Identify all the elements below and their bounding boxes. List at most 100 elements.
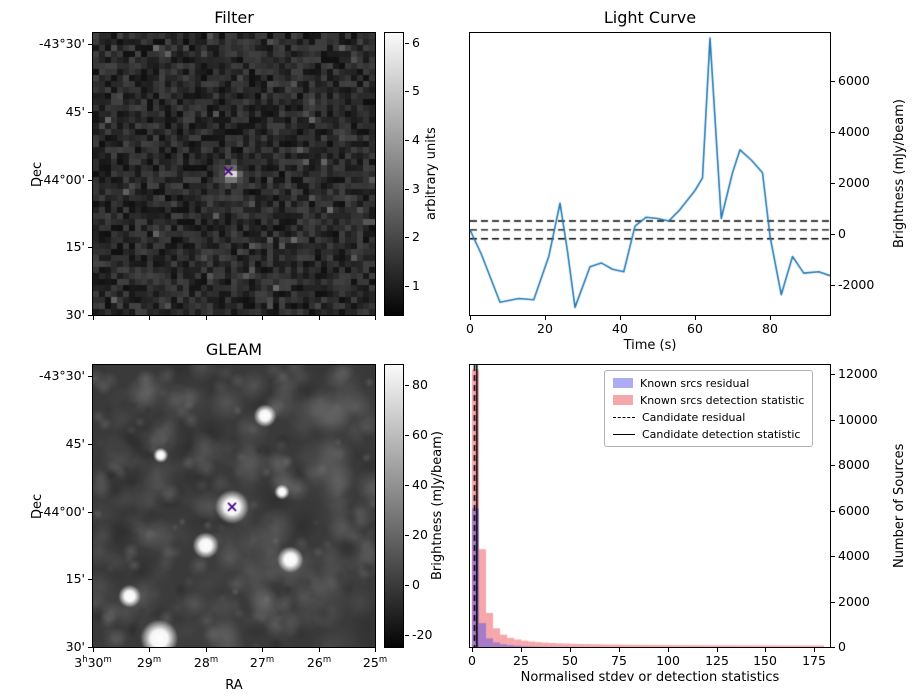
brightness-tick-label: 2000 xyxy=(838,175,870,190)
ra-tick-label: 27m xyxy=(249,655,275,671)
brightness-tick-label: 6000 xyxy=(838,73,870,88)
dec-tick-mark xyxy=(88,315,92,316)
sources-tick-mark xyxy=(831,556,835,557)
stat-tick-label: 0 xyxy=(468,653,476,668)
stat-tick-label: 100 xyxy=(656,653,680,668)
dec-tick-mark xyxy=(88,512,92,513)
stat-tick-label: 25 xyxy=(513,653,529,668)
time-tick-label: 20 xyxy=(537,321,553,336)
dec-tick-label: 30' xyxy=(65,639,85,654)
time-tick-mark xyxy=(470,316,471,320)
dec-tick-label: 30' xyxy=(65,307,85,322)
stat-tick-label: 175 xyxy=(802,653,826,668)
ra-tick-mark xyxy=(206,648,207,652)
legend-label: Known srcs detection statistic xyxy=(640,393,805,407)
gleam-colorbar xyxy=(384,364,404,648)
stat-tick-mark xyxy=(570,648,571,652)
colorbar-tick-label: 1 xyxy=(412,278,420,293)
ra-tick-label: 28m xyxy=(193,655,219,671)
legend-item-known-residual: Known srcs residual xyxy=(613,376,804,390)
gleam-xlabel: RA xyxy=(225,678,243,693)
sources-tick-label: 2000 xyxy=(838,594,870,609)
histogram-xlabel: Normalised stdev or detection statistics xyxy=(520,670,780,685)
ra-tick-mark xyxy=(262,316,263,320)
legend-item-known-detection: Known srcs detection statistic xyxy=(613,393,804,407)
dec-tick-label: 15' xyxy=(65,239,85,254)
stat-tick-mark xyxy=(472,648,473,652)
brightness-tick-mark xyxy=(831,285,835,286)
filter-image xyxy=(93,33,375,315)
sources-tick-mark xyxy=(831,511,835,512)
colorbar-tick-mark xyxy=(405,189,409,190)
brightness-tick-label: 4000 xyxy=(838,124,870,139)
dec-tick-label: 45' xyxy=(65,436,85,451)
colorbar-tick-mark xyxy=(405,43,409,44)
light-curve-xlabel: Time (s) xyxy=(623,338,677,353)
dec-tick-mark xyxy=(88,247,92,248)
ra-tick-mark xyxy=(206,316,207,320)
colorbar-tick-label: 3 xyxy=(412,181,420,196)
light-curve-axes xyxy=(469,32,831,316)
colorbar-tick-mark xyxy=(405,535,409,536)
ra-tick-mark xyxy=(375,648,376,652)
colorbar-tick-mark xyxy=(405,385,409,386)
ra-tick-label: 29m xyxy=(136,655,162,671)
sources-tick-label: 0 xyxy=(838,639,846,654)
gleam-colorbar-label: Brightness (mJy/beam) xyxy=(430,431,445,581)
colorbar-tick-label: 4 xyxy=(412,132,420,147)
ra-tick-label: 25m xyxy=(362,655,388,671)
dec-tick-mark xyxy=(88,180,92,181)
time-tick-mark xyxy=(695,316,696,320)
brightness-tick-mark xyxy=(831,132,835,133)
dec-tick-mark xyxy=(88,444,92,445)
dec-tick-label: -43°30' xyxy=(38,36,85,51)
dashed-line-icon xyxy=(613,416,635,418)
dec-tick-label: 45' xyxy=(65,104,85,119)
dec-tick-label: 15' xyxy=(65,571,85,586)
colorbar-tick-mark xyxy=(405,237,409,238)
colorbar-tick-label: 5 xyxy=(412,83,420,98)
colorbar-tick-label: 60 xyxy=(412,427,428,442)
legend-item-candidate-residual: Candidate residual xyxy=(613,410,804,424)
gleam-colorbar-gradient xyxy=(385,365,403,647)
brightness-tick-mark xyxy=(831,234,835,235)
ra-tick-label: 3h30m xyxy=(74,655,112,671)
dec-tick-mark xyxy=(88,112,92,113)
ra-tick-mark xyxy=(262,648,263,652)
legend-label: Candidate residual xyxy=(642,410,746,424)
dec-tick-mark xyxy=(88,579,92,580)
gleam-image xyxy=(93,365,375,647)
ra-tick-mark xyxy=(375,316,376,320)
sources-tick-mark xyxy=(831,420,835,421)
colorbar-tick-label: 2 xyxy=(412,229,420,244)
sources-tick-label: 8000 xyxy=(838,457,870,472)
dec-tick-mark xyxy=(88,44,92,45)
filter-colorbar-gradient xyxy=(385,33,403,315)
ra-tick-mark xyxy=(93,648,94,652)
colorbar-tick-mark xyxy=(405,485,409,486)
filter-colorbar-label: arbitrary units xyxy=(424,127,439,221)
ra-tick-label: 26m xyxy=(306,655,332,671)
legend-label: Candidate detection statistic xyxy=(642,427,801,441)
time-tick-mark xyxy=(620,316,621,320)
legend-item-candidate-detection: Candidate detection statistic xyxy=(613,427,804,441)
stat-tick-label: 125 xyxy=(705,653,729,668)
ra-tick-mark xyxy=(149,648,150,652)
sources-tick-mark xyxy=(831,465,835,466)
ra-tick-mark xyxy=(319,648,320,652)
dec-tick-label: -44°00' xyxy=(38,504,85,519)
time-tick-label: 40 xyxy=(612,321,628,336)
sources-tick-mark xyxy=(831,374,835,375)
stat-tick-label: 150 xyxy=(753,653,777,668)
colorbar-tick-mark xyxy=(405,635,409,636)
colorbar-tick-label: 40 xyxy=(412,477,428,492)
pink-patch-icon xyxy=(613,395,633,405)
colorbar-tick-mark xyxy=(405,435,409,436)
colorbar-tick-mark xyxy=(405,91,409,92)
filter-colorbar xyxy=(384,32,404,316)
histogram-legend: Known srcs residual Known srcs detection… xyxy=(604,370,814,447)
gleam-title: GLEAM xyxy=(205,340,263,359)
ra-tick-mark xyxy=(149,316,150,320)
gleam-axes xyxy=(92,364,376,648)
